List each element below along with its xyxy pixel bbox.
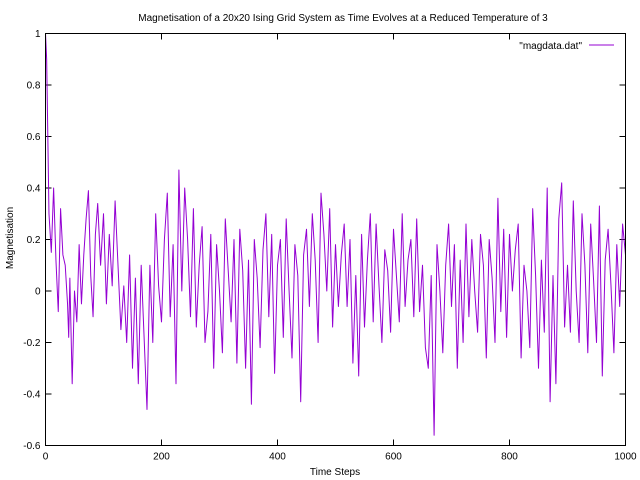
x-tick-label: 800: [501, 452, 518, 463]
x-axis-label: Time Steps: [310, 467, 360, 478]
y-tick-label: -0.2: [23, 338, 41, 349]
y-tick-label: 1: [35, 29, 41, 40]
y-tick-label: 0.6: [27, 132, 41, 143]
y-tick-label: 0.2: [27, 235, 41, 246]
y-tick-label: 0: [35, 287, 41, 298]
plot-border: [45, 33, 626, 446]
x-tick-label: 600: [385, 452, 402, 463]
legend-label-magdata: "magdata.dat": [519, 41, 582, 52]
y-tick-label: -0.4: [23, 390, 41, 401]
y-axis-label: Magnetisation: [5, 207, 16, 269]
series-line-magdata: [45, 33, 626, 436]
chart-title: Magnetisation of a 20x20 Ising Grid Syst…: [138, 13, 548, 24]
y-tick-label: -0.6: [23, 441, 41, 452]
x-tick-label: 200: [153, 452, 170, 463]
x-tick-label: 400: [269, 452, 286, 463]
y-tick-label: 0.4: [27, 184, 41, 195]
legend: "magdata.dat": [519, 41, 614, 52]
x-tick-label: 0: [43, 452, 49, 463]
y-tick-label: 0.8: [27, 81, 41, 92]
x-tick-label: 1000: [614, 452, 637, 463]
